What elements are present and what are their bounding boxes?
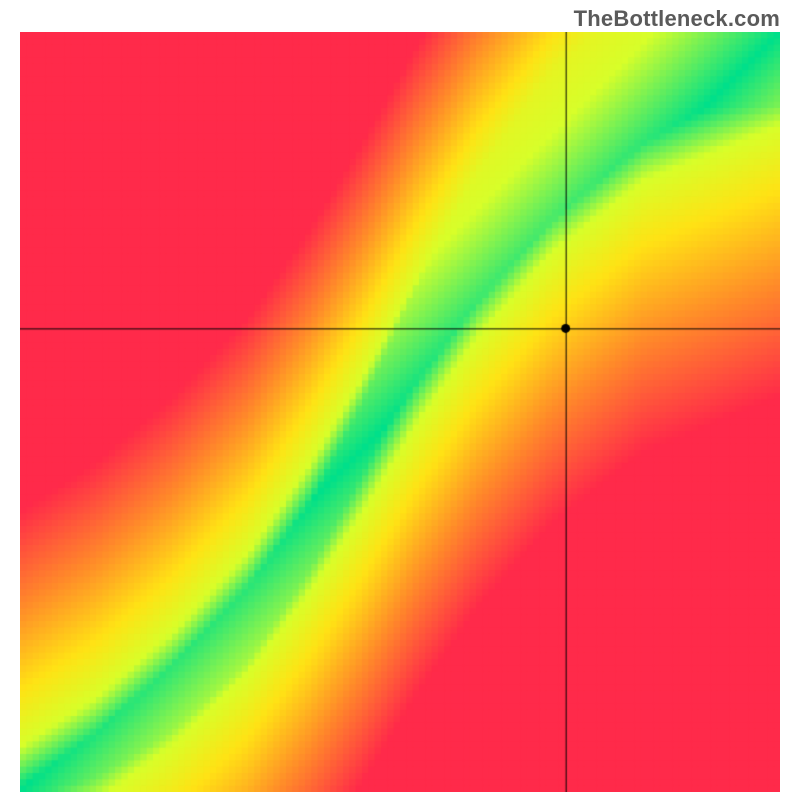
bottleneck-heatmap	[20, 32, 780, 792]
watermark-text: TheBottleneck.com	[574, 6, 780, 32]
chart-container: TheBottleneck.com	[0, 0, 800, 800]
